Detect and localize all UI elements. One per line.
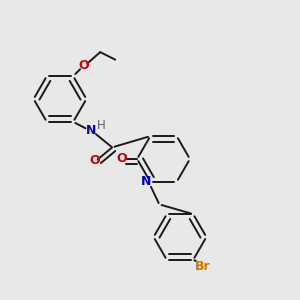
Text: Br: Br [194, 260, 210, 273]
Text: O: O [89, 154, 100, 167]
Text: H: H [97, 119, 106, 132]
Text: N: N [141, 175, 151, 188]
Text: O: O [116, 152, 127, 166]
Text: O: O [78, 59, 89, 72]
Text: N: N [86, 124, 96, 137]
